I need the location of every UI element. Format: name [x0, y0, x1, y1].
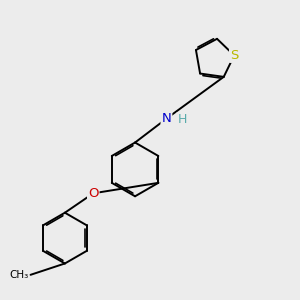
- Text: S: S: [230, 49, 238, 62]
- Text: N: N: [161, 112, 171, 125]
- Text: O: O: [88, 187, 98, 200]
- Text: H: H: [177, 113, 187, 126]
- Text: CH₃: CH₃: [9, 270, 28, 280]
